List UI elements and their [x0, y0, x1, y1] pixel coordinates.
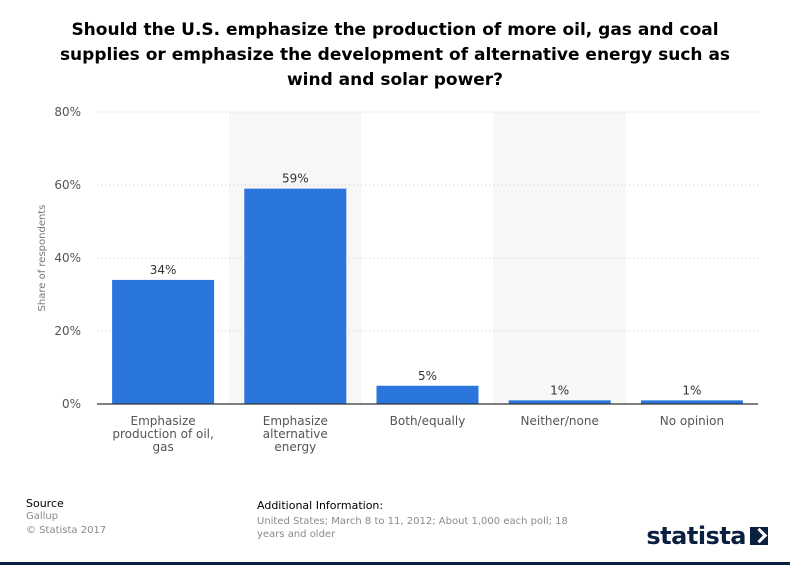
category-label: alternative — [263, 427, 328, 441]
source-label: Source — [26, 497, 64, 510]
bar — [244, 188, 347, 404]
y-tick-label: 20% — [54, 324, 81, 338]
y-tick-label: 60% — [54, 178, 81, 192]
statista-arrow-icon — [750, 527, 768, 545]
bar-chart: 0% 20% 40% 60% 80% Share of respondents 34% Emp… — [37, 105, 758, 454]
category-label: Both/equally — [390, 414, 466, 428]
y-tick-label: 0% — [62, 397, 81, 411]
additional-info-label: Additional Information: — [257, 499, 384, 512]
statista-logo[interactable]: statista — [646, 522, 768, 550]
category-label: energy — [274, 440, 316, 454]
bar-value-label: 1% — [550, 383, 569, 397]
y-axis-title: Share of respondents — [37, 205, 48, 312]
y-tick-label: 40% — [54, 251, 81, 265]
bar — [376, 385, 479, 404]
bar — [640, 400, 743, 404]
bar-value-label: 59% — [282, 172, 309, 186]
bar-value-label: 5% — [418, 369, 437, 383]
category-label: No opinion — [660, 414, 724, 428]
copyright: © Statista 2017 — [26, 525, 107, 536]
bar — [508, 400, 611, 404]
bar-value-label: 1% — [682, 383, 701, 397]
category-label: gas — [152, 440, 173, 454]
source-block: Source Gallup © Statista 2017 — [26, 497, 106, 538]
brand-name: statista — [646, 522, 746, 550]
additional-info-block: Additional Information: United States; M… — [257, 499, 577, 541]
bottom-bar — [0, 562, 790, 565]
category-label: Emphasize — [263, 414, 328, 428]
bar — [112, 279, 215, 404]
category-label: Neither/none — [521, 414, 599, 428]
source-name[interactable]: Gallup — [26, 511, 59, 522]
bar-value-label: 34% — [150, 263, 177, 277]
chart-title: Should the U.S. emphasize the production… — [59, 20, 731, 90]
y-tick-label: 80% — [54, 105, 81, 119]
category-label: production of oil, — [112, 427, 213, 441]
column-band — [493, 112, 626, 404]
additional-info-text: United States; March 8 to 11, 2012; Abou… — [257, 516, 568, 540]
category-label: Emphasize — [131, 414, 196, 428]
